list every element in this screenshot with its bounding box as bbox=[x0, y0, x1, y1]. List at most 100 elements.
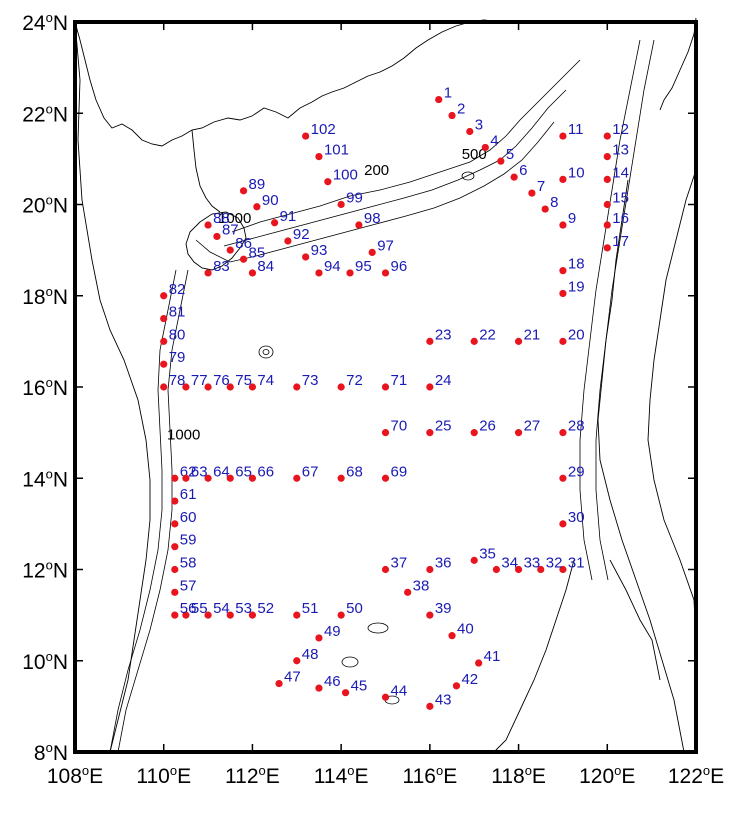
station-label: 94 bbox=[324, 258, 341, 275]
station-marker bbox=[426, 565, 434, 574]
station-label: 7 bbox=[537, 178, 545, 195]
seamount-2 bbox=[258, 345, 274, 359]
station-label: 78 bbox=[169, 372, 186, 389]
mindoro-coastline bbox=[609, 559, 661, 681]
station-marker bbox=[293, 383, 301, 391]
station-marker bbox=[559, 337, 567, 345]
station-marker bbox=[271, 219, 279, 227]
station-marker bbox=[559, 175, 567, 184]
station-label: 14 bbox=[612, 164, 629, 181]
station-marker bbox=[528, 189, 536, 197]
station-marker bbox=[204, 611, 212, 619]
station-label: 4 bbox=[490, 132, 498, 149]
station-marker bbox=[559, 289, 567, 298]
station-label: 42 bbox=[461, 671, 478, 688]
station-marker bbox=[337, 383, 345, 391]
station-label: 52 bbox=[257, 600, 274, 617]
isobath-1000-west bbox=[109, 269, 177, 753]
luzon-west-shore bbox=[597, 179, 685, 753]
station-label: 47 bbox=[284, 669, 301, 686]
longitude-label: 120oE bbox=[579, 763, 635, 788]
longitude-labels: 108oE 110oE 112oE 114oE 116oE 118oE 120oE 122oE bbox=[47, 763, 724, 788]
station-label: 8 bbox=[550, 194, 558, 211]
station-marker bbox=[204, 474, 212, 482]
station-label: 99 bbox=[346, 190, 363, 207]
station-label: 1 bbox=[444, 85, 452, 102]
station-label: 101 bbox=[324, 142, 349, 159]
isobath-label: 1000 bbox=[167, 426, 200, 443]
station-marker bbox=[337, 474, 345, 482]
station-marker bbox=[248, 269, 257, 277]
station-label: 10 bbox=[568, 164, 585, 181]
station-marker bbox=[337, 200, 345, 209]
station-marker bbox=[426, 611, 434, 619]
station-marker bbox=[341, 689, 350, 697]
station-label: 84 bbox=[257, 258, 274, 275]
station-marker bbox=[204, 269, 212, 277]
station-label: 36 bbox=[435, 555, 452, 572]
longitude-label: 108oE bbox=[47, 763, 103, 788]
station-label: 12 bbox=[612, 121, 629, 138]
station-label: 68 bbox=[346, 463, 363, 480]
hainan-island bbox=[185, 211, 247, 271]
station-marker bbox=[171, 520, 179, 528]
station-label: 74 bbox=[257, 372, 274, 389]
station-marker bbox=[466, 127, 474, 136]
station-label: 72 bbox=[346, 372, 363, 389]
station-label: 91 bbox=[280, 208, 297, 225]
station-label: 24 bbox=[435, 372, 452, 389]
station-label: 34 bbox=[501, 555, 518, 572]
station-label: 40 bbox=[457, 621, 474, 638]
station-label: 88 bbox=[213, 210, 230, 227]
station-label: 86 bbox=[235, 235, 252, 252]
station-label: 31 bbox=[568, 555, 585, 572]
station-label: 54 bbox=[213, 600, 230, 617]
station-label: 44 bbox=[391, 682, 408, 699]
station-marker bbox=[171, 611, 179, 619]
station-label: 96 bbox=[391, 258, 408, 275]
station-marker bbox=[226, 383, 234, 391]
station-label: 39 bbox=[435, 600, 452, 617]
station-label: 56 bbox=[180, 600, 197, 617]
station-marker bbox=[514, 429, 523, 437]
station-label: 29 bbox=[568, 463, 585, 480]
latitude-label: 18oN bbox=[22, 284, 68, 309]
station-label: 22 bbox=[479, 326, 496, 343]
seamount-5 bbox=[341, 656, 359, 668]
station-label: 53 bbox=[235, 600, 252, 617]
station-label: 69 bbox=[391, 463, 408, 480]
station-label: 45 bbox=[351, 678, 368, 695]
longitude-label: 118oE bbox=[491, 763, 546, 788]
station-label: 60 bbox=[180, 509, 197, 526]
station-label: 64 bbox=[213, 463, 230, 480]
station-marker bbox=[448, 111, 456, 120]
station-label: 57 bbox=[180, 577, 197, 594]
station-marker bbox=[381, 429, 390, 437]
station-label: 98 bbox=[364, 210, 381, 227]
station-label: 102 bbox=[311, 121, 336, 138]
isobath-label: 1000 bbox=[218, 210, 251, 227]
station-marker bbox=[239, 187, 248, 195]
station-marker bbox=[426, 337, 434, 345]
longitude-label: 110oE bbox=[136, 763, 191, 788]
taiwan-island bbox=[659, 17, 697, 111]
station-label: 59 bbox=[180, 532, 197, 549]
vietnam-coastline bbox=[74, 21, 151, 753]
station-label: 81 bbox=[169, 304, 186, 321]
latitude-label: 20oN bbox=[22, 193, 68, 218]
station-label: 41 bbox=[484, 648, 501, 665]
station-marker bbox=[293, 474, 301, 482]
station-label: 71 bbox=[391, 372, 408, 389]
isobath-east-2 bbox=[595, 39, 655, 581]
station-marker bbox=[248, 611, 257, 619]
station-label: 32 bbox=[546, 555, 563, 572]
station-label: 37 bbox=[391, 555, 408, 572]
latitude-labels: 8oN 10oN 12oN 14oN 16oN 18oN 20oN 22oN 24oN bbox=[22, 10, 68, 765]
station-marker bbox=[448, 632, 456, 640]
station-marker bbox=[514, 565, 523, 574]
station-marker bbox=[204, 383, 212, 391]
station-marker bbox=[182, 611, 190, 619]
palawan-coastline bbox=[493, 559, 575, 753]
depth-contours bbox=[109, 39, 655, 753]
